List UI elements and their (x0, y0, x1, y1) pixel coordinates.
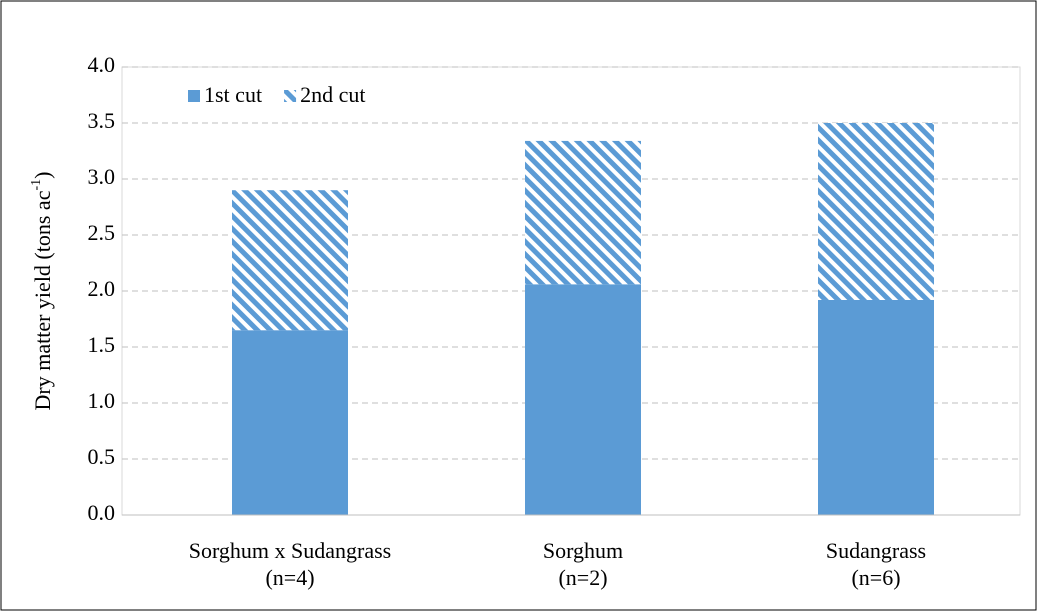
legend-swatch (284, 90, 297, 102)
y-label-sup: -1 (29, 179, 44, 191)
y-label-suffix: ) (30, 172, 55, 179)
y-tick-label: 3.5 (88, 108, 116, 133)
x-tick-count: (n=4) (265, 565, 314, 590)
bar-segment (232, 330, 348, 515)
bar-segment (818, 299, 934, 515)
y-tick-label: 0.0 (88, 500, 116, 525)
y-tick-label: 3.0 (88, 164, 116, 189)
y-axis-label: Dry matter yield (tons ac-1) (29, 172, 55, 411)
y-tick-label: 0.5 (88, 444, 116, 469)
x-tick-label: Sudangrass (826, 538, 926, 563)
y-tick-label: 2.5 (88, 220, 116, 245)
y-label-text: Dry matter yield (tons ac (30, 190, 55, 410)
x-tick-label: Sorghum x Sudangrass (189, 538, 392, 563)
x-tick-count: (n=2) (558, 565, 607, 590)
y-tick-label: 1.0 (88, 388, 116, 413)
y-tick-label: 1.5 (88, 332, 116, 357)
bar-segment (525, 140, 641, 285)
legend-swatch (188, 90, 200, 102)
legend-label: 1st cut (204, 82, 262, 107)
bar-segment (232, 190, 348, 331)
x-tick-label: Sorghum (543, 538, 623, 563)
y-tick-label: 2.0 (88, 276, 116, 301)
x-tick-count: (n=6) (851, 565, 900, 590)
legend-label: 2nd cut (300, 82, 365, 107)
bar-segment (818, 123, 934, 300)
y-tick-label: 4.0 (88, 52, 116, 77)
bar-segment (525, 284, 641, 515)
